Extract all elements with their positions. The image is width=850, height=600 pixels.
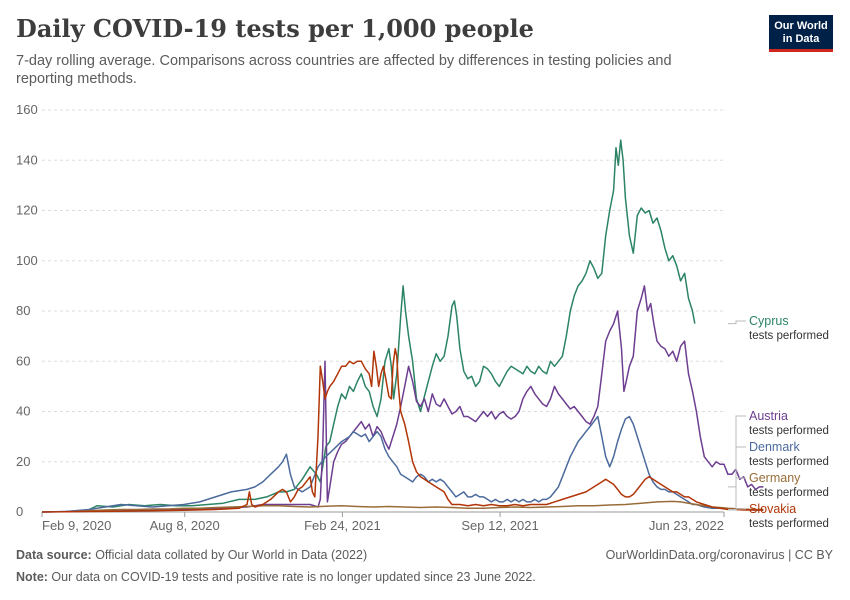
- x-tick-label: Sep 12, 2021: [461, 518, 538, 533]
- line-chart: 0 20 40 60 80 100 120 140 160 Feb 9, 2020 Aug 8, 2…: [16, 102, 829, 533]
- data-source: Data source: Official data collated by O…: [16, 548, 367, 562]
- y-tick-label: 160: [16, 102, 38, 117]
- legend-label-slovakia[interactable]: Slovakia: [749, 502, 796, 516]
- note-label: Note:: [16, 570, 48, 584]
- x-tick-label: Feb 24, 2021: [304, 518, 381, 533]
- series-line-denmark[interactable]: [41, 415, 764, 513]
- data-source-label: Data source:: [16, 548, 92, 562]
- legend-label-germany[interactable]: Germany: [749, 471, 801, 485]
- legend-sublabel: tests performed: [749, 456, 829, 468]
- x-tick-label: Aug 8, 2020: [150, 518, 220, 533]
- chart-note: Note: Our data on COVID-19 tests and pos…: [16, 570, 536, 584]
- source-url[interactable]: OurWorldinData.org/coronavirus | CC BY: [605, 548, 833, 562]
- legend-connector: [728, 508, 746, 511]
- x-tick-label: Jun 23, 2022: [649, 518, 724, 533]
- data-source-text: Official data collated by Our World in D…: [91, 548, 368, 562]
- y-tick-label: 80: [16, 303, 30, 318]
- note-text: Our data on COVID-19 tests and positive …: [47, 570, 536, 584]
- legend-sublabel: tests performed: [749, 487, 829, 499]
- chart-title: Daily COVID-19 tests per 1,000 people: [16, 14, 534, 43]
- series-line-austria[interactable]: [41, 285, 764, 513]
- logo-line-1: Our World: [774, 20, 828, 32]
- legend-label-austria[interactable]: Austria: [749, 409, 788, 423]
- y-tick-label: 120: [16, 203, 38, 218]
- y-tick-label: 0: [16, 504, 23, 519]
- y-tick-label: 140: [16, 152, 38, 167]
- series-line-germany[interactable]: [73, 500, 764, 513]
- legend-connector: [728, 477, 746, 510]
- y-tick-label: 20: [16, 454, 30, 469]
- legend-connector: [728, 320, 746, 325]
- legend-sublabel: tests performed: [749, 518, 829, 530]
- legend-sublabel: tests performed: [749, 425, 829, 437]
- chart-subtitle: 7-day rolling average. Comparisons acros…: [16, 53, 672, 87]
- y-tick-label: 40: [16, 404, 30, 419]
- x-tick-label: Feb 9, 2020: [42, 518, 111, 533]
- logo-line-2: in Data: [782, 33, 820, 45]
- legend-label-denmark[interactable]: Denmark: [749, 440, 800, 454]
- series-line-slovakia[interactable]: [41, 347, 764, 513]
- owid-logo[interactable]: Our World in Data: [769, 15, 833, 52]
- y-tick-label: 100: [16, 253, 38, 268]
- y-tick-label: 60: [16, 353, 30, 368]
- legend-label-cyprus[interactable]: Cyprus: [749, 314, 789, 328]
- legend-sublabel: tests performed: [749, 330, 829, 342]
- series-line-cyprus[interactable]: [88, 139, 696, 511]
